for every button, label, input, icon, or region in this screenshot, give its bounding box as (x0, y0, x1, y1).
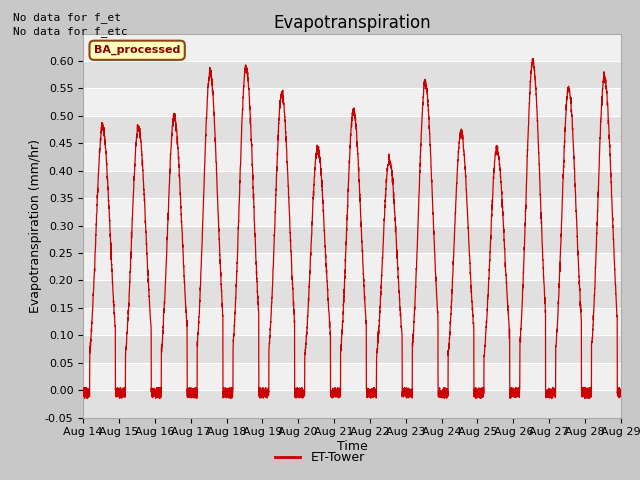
Y-axis label: Evapotranspiration (mm/hr): Evapotranspiration (mm/hr) (29, 139, 42, 312)
Bar (83, 226, 621, 253)
Bar (83, 88, 621, 116)
Text: No data for f_et: No data for f_et (13, 12, 121, 23)
Text: BA_processed: BA_processed (94, 45, 180, 55)
Bar (83, 61, 621, 88)
Bar (83, 390, 621, 418)
X-axis label: Time: Time (337, 440, 367, 453)
Bar (83, 144, 621, 171)
Legend: ET-Tower: ET-Tower (270, 446, 370, 469)
Bar (83, 171, 621, 198)
Bar (83, 116, 621, 144)
Bar (83, 253, 621, 280)
Bar (83, 336, 621, 363)
Bar (83, 198, 621, 226)
Title: Evapotranspiration: Evapotranspiration (273, 14, 431, 32)
Bar (83, 363, 621, 390)
Bar (83, 308, 621, 336)
Bar (83, 280, 621, 308)
Text: No data for f_etc: No data for f_etc (13, 26, 127, 37)
